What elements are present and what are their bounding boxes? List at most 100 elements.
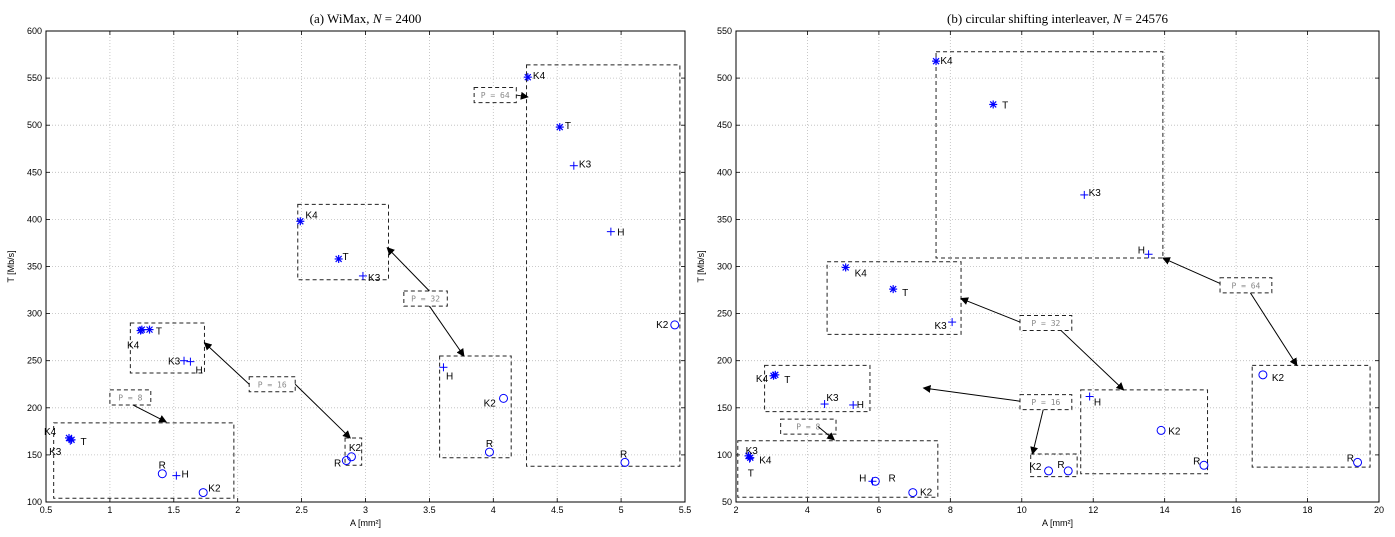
data-point-circle — [499, 393, 509, 403]
data-point-label: K3 — [826, 393, 839, 404]
p-arrow — [922, 385, 1021, 402]
y-tick-label: 200 — [717, 356, 732, 366]
y-tick-label: 250 — [27, 356, 42, 366]
chart-title-prefix: (b) circular shifting interleaver, — [947, 11, 1113, 26]
data-point-star — [746, 453, 755, 462]
chart-title-suffix: = 24576 — [1122, 11, 1169, 26]
x-tick-label: 20 — [1374, 505, 1384, 515]
data-point-label: K3 — [935, 321, 948, 332]
data-point-label: K4 — [305, 210, 318, 221]
data-point-star — [296, 217, 305, 226]
data-point-label: H — [1094, 397, 1101, 408]
data-point-star — [841, 263, 850, 272]
p-label-box — [1019, 394, 1073, 411]
data-point-label: K2 — [484, 398, 497, 409]
data-point-label: K2 — [1272, 373, 1285, 384]
p-arrow — [386, 246, 430, 292]
data-point-label: T — [902, 288, 908, 299]
p-arrow — [203, 342, 250, 385]
group-box — [439, 355, 512, 459]
data-point-label: K4 — [855, 268, 868, 279]
p-label: P = 16 — [258, 380, 287, 389]
x-tick-label: 16 — [1231, 505, 1241, 515]
y-tick-label: 150 — [717, 403, 732, 413]
x-tick-label: 5 — [619, 505, 624, 515]
data-point-plus — [849, 400, 858, 409]
p-label-box — [109, 389, 152, 406]
p-label-box — [1219, 277, 1273, 294]
data-point-circle — [620, 457, 630, 467]
p-arrow — [1161, 257, 1221, 284]
data-point-label: H — [859, 473, 866, 484]
data-point-plus — [439, 363, 448, 372]
data-point-label: R — [1193, 456, 1200, 467]
data-point-label: K2 — [208, 484, 221, 495]
data-point-label: R — [159, 461, 166, 472]
data-point-plus — [180, 356, 189, 365]
data-point-circle — [157, 469, 167, 479]
data-point-label: R — [1057, 460, 1064, 471]
x-tick-label: 0.5 — [40, 505, 53, 515]
x-tick-label: 4 — [491, 505, 496, 515]
data-point-plus — [745, 454, 754, 463]
data-point-label: K3 — [168, 357, 181, 368]
x-tick-label: 2.5 — [295, 505, 308, 515]
y-tick-label: 550 — [717, 26, 732, 36]
data-point-label: K2 — [1168, 426, 1181, 437]
p-arrow — [428, 305, 465, 357]
data-point-plus — [186, 357, 195, 366]
group-box — [1251, 364, 1371, 468]
data-point-circle — [1044, 466, 1054, 476]
chart-panel-a: 0.5 1 1.5 2 2.5 3 3.5 4 4.5 5 5.5 100 150 200 250 300 35… — [6, 11, 691, 528]
y-tick-label: 100 — [717, 450, 732, 460]
group-box — [53, 422, 235, 499]
data-point-star-d2 — [335, 255, 343, 263]
y-tick-label: 500 — [27, 120, 42, 130]
x-tick-label: 2 — [733, 505, 738, 515]
y-tick-label: 450 — [717, 120, 732, 130]
p-label: P = 64 — [481, 91, 510, 100]
data-point-label: K4 — [940, 56, 953, 67]
chart-panel-b: 2 4 6 8 10 12 14 16 18 20 50 100 150 200 250 300 350 400 4… — [696, 11, 1384, 528]
y-tick-label: 400 — [717, 167, 732, 177]
group-box — [737, 440, 939, 498]
data-point-circle — [670, 320, 680, 330]
p-label-box — [403, 290, 448, 307]
x-tick-label: 4 — [805, 505, 810, 515]
p-label: P = 16 — [1031, 398, 1060, 407]
data-point-label: K2 — [656, 320, 669, 331]
data-point-star-d2 — [842, 264, 850, 271]
p-arrow — [132, 404, 168, 423]
data-point-plus — [948, 318, 957, 327]
p-arrow — [1030, 409, 1044, 455]
data-point-star-d2 — [137, 327, 144, 334]
p-arrow — [1249, 292, 1298, 367]
x-tick-label: 5.5 — [679, 505, 692, 515]
data-point-plus — [868, 477, 877, 486]
group-box — [1080, 389, 1209, 475]
data-point-plus — [1085, 392, 1094, 401]
y-tick-label: 200 — [27, 403, 42, 413]
data-point-label: T — [342, 252, 348, 263]
y-tick-label: 350 — [717, 214, 732, 224]
data-point-star — [334, 254, 343, 263]
x-tick-label: 1 — [107, 505, 112, 515]
p-arrow — [817, 426, 836, 441]
data-point-star — [136, 326, 145, 335]
data-point-label: T — [156, 327, 162, 338]
data-point-star-d2 — [770, 372, 777, 380]
data-point-plus — [66, 436, 75, 445]
data-point-label: K2 — [349, 443, 362, 454]
data-point-circle — [908, 488, 918, 498]
y-axis-label: T [Mb/s] — [6, 250, 16, 282]
data-point-plus — [172, 471, 181, 480]
chart-title-prefix: (a) WiMax, — [310, 11, 373, 26]
x-tick-label: 8 — [948, 505, 953, 515]
data-point-star-d2 — [989, 101, 997, 108]
data-point-star-d2 — [932, 57, 940, 65]
data-point-label: K4 — [756, 374, 769, 385]
y-tick-label: 300 — [27, 309, 42, 319]
chart-title: (a) WiMax, N = 2400 — [310, 11, 422, 26]
data-point-circle — [484, 447, 494, 457]
data-point-star-d2 — [146, 326, 153, 334]
